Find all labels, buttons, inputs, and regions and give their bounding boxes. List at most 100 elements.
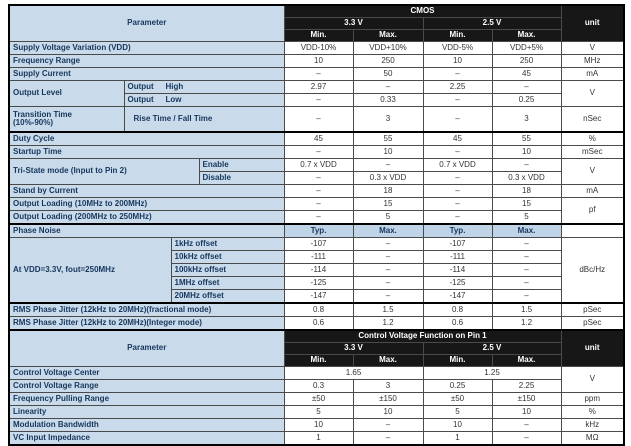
value-33-center: 1.65 — [283, 366, 424, 380]
value-25-max: 15 — [491, 197, 562, 211]
unit-cell: % — [560, 405, 625, 419]
value-33-min: 2.97 — [283, 80, 354, 94]
table-row-header: 3.3 V 2.5 V — [9, 342, 624, 355]
table-row: Startup Time – 10 – 10 mSec — [8, 145, 625, 159]
label-line: Transition Time — [13, 109, 72, 119]
value-25-max: – — [491, 250, 562, 264]
unit-cell: MHz — [560, 54, 625, 68]
max-header: Max. — [491, 354, 562, 367]
voltage-header-33: 3.3 V — [283, 342, 424, 355]
param-label-transition-time: Transition Time (10%-90%) — [8, 106, 125, 133]
value-33-max: – — [352, 158, 424, 172]
sub-label-offset: 100kHz offset — [170, 263, 285, 277]
table-row: RMS Phase Jitter (12kHz to 20MHz)(Intege… — [8, 316, 625, 331]
table-row-header: Parameter Control Voltage Function on Pi… — [8, 329, 625, 367]
parameter-header: Parameter — [8, 4, 285, 42]
table-row: Supply Current – 50 – 45 mA — [8, 67, 625, 81]
table-row: 1MHz offset -125 – -125 – — [9, 276, 624, 290]
value-33-max: 15 — [352, 197, 424, 211]
value-25-min: 1 — [422, 431, 493, 446]
value-25-min: – — [422, 210, 493, 225]
table-row-header: Min. Max. Min. Max. — [9, 354, 624, 367]
value-33-min: 0.3 — [283, 379, 354, 393]
sub-label-enable: Enable — [198, 158, 285, 172]
value-33-max: – — [352, 276, 424, 290]
value-25-max: 55 — [491, 131, 562, 146]
value-33-min: 10 — [283, 54, 354, 68]
unit-cell: V — [560, 80, 625, 107]
value-25-max: ±150 — [491, 392, 562, 406]
unit-cell: pSec — [560, 302, 625, 317]
table-row: Linearity 5 10 5 10 % — [8, 405, 625, 419]
param-label: Linearity — [8, 405, 285, 419]
value-25-max: – — [491, 289, 562, 304]
table-row: Control Voltage Center 1.65 1.25 V — [8, 366, 625, 393]
unit-cell: ppm — [560, 392, 625, 406]
unit-cell: dBc/Hz — [560, 237, 625, 304]
sub-label-offset: 10kHz offset — [170, 250, 285, 264]
datasheet-spec-table-page: Parameter CMOS unit 3.3 V 2.5 V Min. Max… — [8, 4, 625, 446]
value-25-max: – — [491, 431, 562, 446]
table-row-header: Parameter CMOS unit — [8, 4, 625, 42]
value-33-min: 45 — [283, 131, 354, 146]
label-line: (10%-90%) — [13, 118, 54, 127]
value-33-max: 10 — [352, 405, 424, 419]
value-25-max: – — [491, 158, 562, 172]
table-row: Stand by Current – 18 – 18 mA — [8, 184, 625, 198]
value-25-max: 250 — [491, 54, 562, 68]
value-33-min: 10 — [283, 418, 354, 432]
unit-cell: MΩ — [560, 431, 625, 446]
min-header: Min. — [422, 29, 493, 42]
unit-cell: mA — [560, 67, 625, 81]
sub-label-offset: 20MHz offset — [170, 289, 285, 304]
value-33-max: – — [352, 237, 424, 251]
value-25-min: 0.25 — [422, 379, 493, 393]
value-33-min: – — [283, 184, 354, 198]
param-label: Output Loading (200MHz to 250MHz) — [8, 210, 285, 225]
max-header: Max. — [491, 223, 562, 238]
table-row: RMS Phase Jitter (12kHz to 20MHz)(fracti… — [8, 302, 625, 317]
sub-label-word: Low — [165, 94, 182, 104]
param-label: VC Input Impedance — [8, 431, 285, 446]
value-33-min: 0.7 x VDD — [283, 158, 354, 172]
value-33-max: 0.33 — [352, 93, 424, 107]
param-label: Startup Time — [8, 145, 285, 159]
unit-cell: V — [560, 41, 625, 55]
value-25-max: 45 — [491, 67, 562, 81]
table-row: Supply Voltage Variation (VDD) VDD-10% V… — [8, 41, 625, 55]
table-row: VC Input Impedance 1 – 1 – MΩ — [8, 431, 625, 446]
value-25-min: – — [422, 93, 493, 107]
value-33-typ: 0.6 — [283, 316, 354, 331]
min-header: Min. — [422, 354, 493, 367]
value-25-max: – — [491, 263, 562, 277]
value-25-typ: 0.8 — [422, 302, 493, 317]
value-33-max: – — [352, 431, 424, 446]
value-25-typ: 0.6 — [422, 316, 493, 331]
param-label: Output Level — [8, 80, 125, 107]
sub-label-output-low: Output Low — [123, 93, 285, 107]
parameter-header: Parameter — [8, 329, 285, 367]
param-label: Supply Voltage Variation (VDD) — [8, 41, 285, 55]
value-33-max: 3 — [352, 106, 424, 133]
table-row: Frequency Pulling Range ±50 ±150 ±50 ±15… — [8, 392, 625, 406]
value-33-max: – — [352, 250, 424, 264]
max-header: Max. — [352, 223, 424, 238]
value-33-max: VDD+10% — [352, 41, 424, 55]
value-25-typ: -147 — [422, 289, 493, 304]
max-header: Max. — [352, 29, 424, 42]
table-row: Control Voltage Range 0.3 3 0.25 2.25 — [8, 379, 624, 393]
table-row: Transition Time (10%-90%) Rise Time / Fa… — [8, 106, 625, 133]
sub-label-word: Output — [127, 81, 154, 91]
table-row: Duty Cycle 45 55 45 55 % — [8, 131, 625, 146]
unit-header: unit — [560, 4, 625, 42]
value-25-max: – — [491, 276, 562, 290]
value-33-max: 1.2 — [352, 316, 424, 331]
table-row: Output Level Output High 2.97 – 2.25 – V — [8, 80, 625, 107]
table-row: Frequency Range 10 250 10 250 MHz — [8, 54, 625, 68]
max-header: Max. — [491, 29, 562, 42]
table-row: Tri-State mode (Input to Pin 2) Enable 0… — [8, 158, 625, 185]
spec-table: Parameter CMOS unit 3.3 V 2.5 V Min. Max… — [8, 4, 625, 446]
sub-label-rise-fall: Rise Time / Fall Time — [123, 106, 285, 133]
table-row: At VDD=3.3V, fout=250MHz 1kHz offset -10… — [8, 237, 625, 304]
min-header: Min. — [283, 354, 354, 367]
